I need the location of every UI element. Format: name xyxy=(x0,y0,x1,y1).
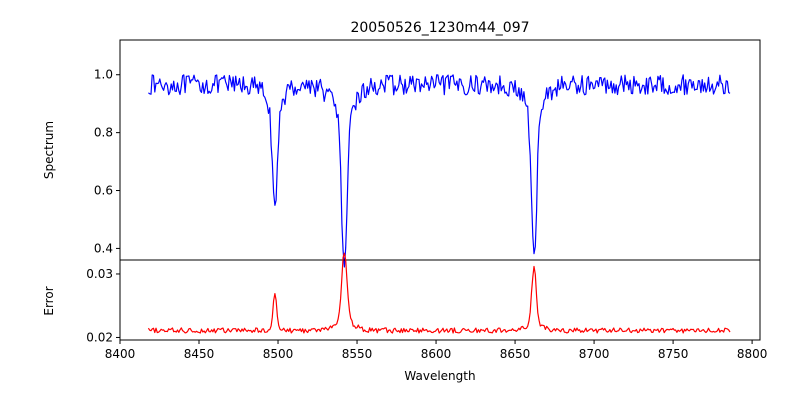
spectrum-frame xyxy=(119,39,761,261)
x-tick-label: 8800 xyxy=(737,347,768,361)
x-tick: 8650 xyxy=(500,340,531,361)
x-tick: 8450 xyxy=(184,340,215,361)
x-tick: 8400 xyxy=(105,340,136,361)
error-frame xyxy=(119,259,761,341)
y-axis-label-error: Error xyxy=(42,286,56,315)
x-tick-label: 8550 xyxy=(342,347,373,361)
error-panel: 0.02 0.03 8400 8450 8500 8550 8600 8650 8700 8750… xyxy=(86,252,768,361)
x-tick: 8800 xyxy=(737,340,768,361)
y-tick-label: 0.03 xyxy=(86,267,113,281)
x-tick: 8700 xyxy=(579,340,610,361)
y-tick-label: 0.02 xyxy=(86,330,113,344)
x-tick-label: 8750 xyxy=(658,347,689,361)
y-tick-label: 1.0 xyxy=(94,68,113,82)
x-tick-label: 8400 xyxy=(105,347,136,361)
error-y-tick: 0.03 xyxy=(86,267,120,281)
spectrum-y-tick: 1.0 xyxy=(94,68,120,82)
chart-title: 20050526_1230m44_097 xyxy=(350,20,529,36)
x-tick-label: 8650 xyxy=(500,347,531,361)
error-y-tick: 0.02 xyxy=(86,330,120,344)
x-axis-label: Wavelength xyxy=(404,369,475,383)
spectrum-y-tick: 0.8 xyxy=(94,126,120,140)
x-tick-label: 8600 xyxy=(421,347,452,361)
x-tick: 8750 xyxy=(658,340,689,361)
x-tick: 8600 xyxy=(421,340,452,361)
spectrum-y-tick: 0.6 xyxy=(94,184,120,198)
x-tick-label: 8500 xyxy=(263,347,294,361)
x-tick-label: 8450 xyxy=(184,347,215,361)
x-tick: 8500 xyxy=(263,340,294,361)
y-tick-label: 0.8 xyxy=(94,126,113,140)
y-tick-label: 0.6 xyxy=(94,184,113,198)
y-tick-label: 0.4 xyxy=(94,241,113,255)
y-axis-label-spectrum: Spectrum xyxy=(42,121,56,179)
error-series-line xyxy=(147,252,731,334)
x-tick-label: 8700 xyxy=(579,347,610,361)
spectrum-y-tick: 0.4 xyxy=(94,241,120,255)
spectrum-panel: 0.4 0.6 0.8 1.0 xyxy=(94,39,761,268)
spectrum-series-line xyxy=(148,74,731,268)
x-tick: 8550 xyxy=(342,340,373,361)
